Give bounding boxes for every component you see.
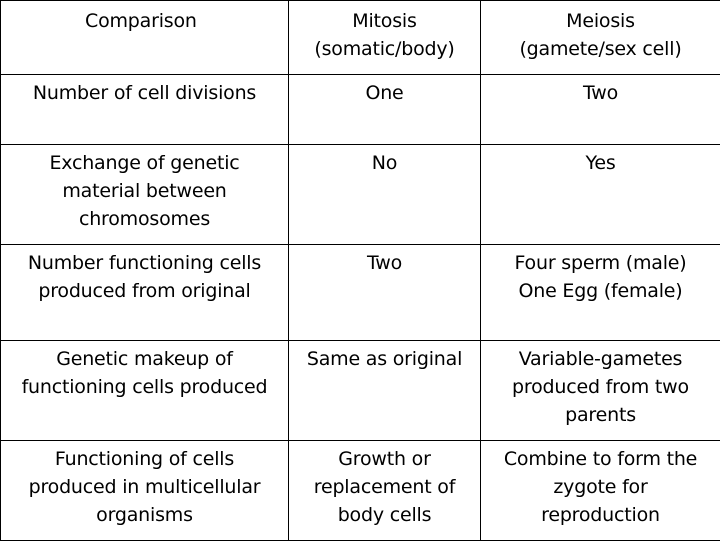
mitosis-value-line: Same as original <box>295 345 474 373</box>
table-row: Functioning of cells produced in multice… <box>1 441 720 541</box>
mitosis-value-line: replacement of <box>295 473 474 501</box>
table-row: Number of cell divisions One Two <box>1 75 720 145</box>
meiosis-cell: Yes <box>481 145 720 245</box>
header-mitosis: Mitosis (somatic/body) <box>289 1 481 75</box>
meiosis-value-line: parents <box>487 401 714 429</box>
table-row: Exchange of genetic material between chr… <box>1 145 720 245</box>
meiosis-cell: Two <box>481 75 720 145</box>
row-label-line: Functioning of cells <box>7 445 282 473</box>
header-comparison: Comparison <box>1 1 289 75</box>
row-label-line: Exchange of genetic <box>7 149 282 177</box>
header-mitosis-subtitle: (somatic/body) <box>295 35 474 63</box>
row-label-cell: Genetic makeup of functioning cells prod… <box>1 341 289 441</box>
meiosis-cell: Four sperm (male) One Egg (female) <box>481 245 720 341</box>
row-label-line: Genetic makeup of <box>7 345 282 373</box>
row-label-line: produced in multicellular <box>7 473 282 501</box>
mitosis-cell: Growth or replacement of body cells <box>289 441 481 541</box>
row-label-line: produced from original <box>7 277 282 305</box>
mitosis-value-line: No <box>295 149 474 177</box>
header-mitosis-title: Mitosis <box>295 7 474 35</box>
meiosis-cell: Variable-gametes produced from two paren… <box>481 341 720 441</box>
row-label-cell: Number of cell divisions <box>1 75 289 145</box>
meiosis-value-line: produced from two <box>487 373 714 401</box>
row-label-line: Number of cell divisions <box>7 79 282 107</box>
header-meiosis-subtitle: (gamete/sex cell) <box>487 35 714 63</box>
meiosis-value-line: Yes <box>487 149 714 177</box>
row-label-line: organisms <box>7 501 282 529</box>
header-meiosis: Meiosis (gamete/sex cell) <box>481 1 720 75</box>
row-label-line: functioning cells produced <box>7 373 282 401</box>
meiosis-value-line: Four sperm (male) <box>487 249 714 277</box>
meiosis-value-line: Two <box>487 79 714 107</box>
meiosis-value-line: zygote for <box>487 473 714 501</box>
meiosis-value-line: One Egg (female) <box>487 277 714 305</box>
mitosis-cell: Two <box>289 245 481 341</box>
meiosis-value-line: Combine to form the <box>487 445 714 473</box>
row-label-line: material between <box>7 177 282 205</box>
header-comparison-label: Comparison <box>85 10 197 32</box>
header-meiosis-title: Meiosis <box>487 7 714 35</box>
row-label-cell: Number functioning cells produced from o… <box>1 245 289 341</box>
meiosis-value-line: Variable-gametes <box>487 345 714 373</box>
row-label-cell: Functioning of cells produced in multice… <box>1 441 289 541</box>
mitosis-value-line: Growth or <box>295 445 474 473</box>
mitosis-value-line: Two <box>295 249 474 277</box>
meiosis-cell: Combine to form the zygote for reproduct… <box>481 441 720 541</box>
meiosis-value-line: reproduction <box>487 501 714 529</box>
table-row: Genetic makeup of functioning cells prod… <box>1 341 720 441</box>
mitosis-value-line: body cells <box>295 501 474 529</box>
mitosis-cell: No <box>289 145 481 245</box>
mitosis-cell: One <box>289 75 481 145</box>
mitosis-cell: Same as original <box>289 341 481 441</box>
row-label-cell: Exchange of genetic material between chr… <box>1 145 289 245</box>
row-label-line: Number functioning cells <box>7 249 282 277</box>
header-row: Comparison Mitosis (somatic/body) Meiosi… <box>1 1 720 75</box>
row-label-line: chromosomes <box>7 205 282 233</box>
table-row: Number functioning cells produced from o… <box>1 245 720 341</box>
mitosis-value-line: One <box>295 79 474 107</box>
